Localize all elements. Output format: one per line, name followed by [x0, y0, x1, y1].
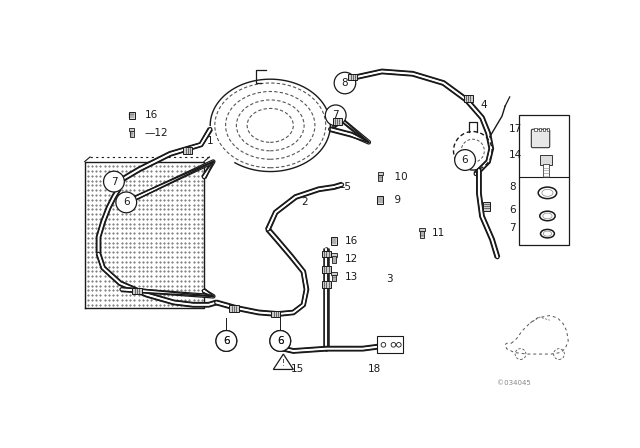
FancyBboxPatch shape: [420, 231, 424, 237]
FancyBboxPatch shape: [322, 250, 331, 257]
FancyBboxPatch shape: [378, 336, 403, 353]
FancyBboxPatch shape: [332, 254, 337, 257]
Text: 8: 8: [342, 78, 348, 88]
Text: ©034045: ©034045: [497, 380, 531, 386]
Text: 12: 12: [345, 254, 358, 263]
Text: 6: 6: [509, 205, 516, 215]
Text: 16: 16: [345, 236, 358, 246]
Bar: [534, 128, 537, 131]
Ellipse shape: [543, 231, 552, 236]
Text: 15: 15: [291, 365, 304, 375]
Text: —12: —12: [145, 128, 168, 138]
FancyBboxPatch shape: [230, 305, 239, 312]
Bar: [539, 128, 541, 131]
Ellipse shape: [541, 229, 554, 238]
Text: 18: 18: [368, 365, 381, 375]
Circle shape: [216, 331, 237, 351]
Bar: [519, 116, 569, 245]
Text: 4: 4: [481, 99, 487, 110]
FancyBboxPatch shape: [322, 281, 331, 288]
Circle shape: [270, 331, 291, 351]
FancyBboxPatch shape: [378, 172, 383, 175]
Bar: [543, 128, 545, 131]
FancyBboxPatch shape: [332, 256, 336, 263]
Text: 16: 16: [145, 110, 158, 121]
Text: 3: 3: [386, 274, 392, 284]
Circle shape: [270, 331, 291, 351]
Circle shape: [104, 171, 124, 192]
FancyBboxPatch shape: [540, 155, 552, 165]
Text: 6: 6: [277, 336, 284, 346]
Text: —5: —5: [334, 182, 351, 192]
Circle shape: [454, 150, 476, 170]
Bar: [543, 164, 549, 177]
Text: 6: 6: [223, 336, 230, 346]
Text: 6: 6: [277, 336, 284, 346]
Text: 6: 6: [461, 155, 468, 165]
FancyBboxPatch shape: [419, 228, 425, 231]
Text: 6: 6: [123, 198, 129, 207]
Circle shape: [216, 331, 237, 351]
FancyBboxPatch shape: [331, 237, 337, 245]
Polygon shape: [273, 354, 293, 370]
Circle shape: [116, 192, 137, 213]
FancyBboxPatch shape: [333, 118, 342, 125]
Text: 11: 11: [432, 228, 445, 238]
Ellipse shape: [540, 211, 555, 221]
FancyBboxPatch shape: [332, 272, 337, 275]
Ellipse shape: [538, 187, 557, 198]
Circle shape: [334, 72, 356, 94]
FancyBboxPatch shape: [129, 112, 135, 119]
Text: 7: 7: [111, 177, 117, 186]
Bar: [547, 128, 549, 131]
FancyBboxPatch shape: [378, 175, 382, 181]
FancyBboxPatch shape: [378, 196, 383, 204]
Circle shape: [325, 105, 346, 126]
FancyBboxPatch shape: [322, 266, 331, 273]
FancyBboxPatch shape: [129, 128, 134, 131]
FancyBboxPatch shape: [483, 202, 490, 211]
FancyBboxPatch shape: [348, 73, 357, 80]
Text: !: !: [282, 359, 285, 368]
Text: 2: 2: [301, 198, 308, 207]
Text: 8: 8: [509, 182, 516, 192]
Ellipse shape: [543, 213, 552, 219]
Text: 7: 7: [332, 110, 339, 121]
Text: 7: 7: [509, 223, 516, 233]
FancyBboxPatch shape: [271, 310, 280, 317]
FancyBboxPatch shape: [132, 288, 141, 294]
Text: 13: 13: [345, 272, 358, 282]
Text: 10: 10: [388, 172, 408, 182]
FancyBboxPatch shape: [183, 147, 193, 154]
Ellipse shape: [542, 190, 553, 196]
FancyBboxPatch shape: [463, 95, 473, 102]
FancyBboxPatch shape: [130, 131, 134, 138]
Text: 14: 14: [509, 151, 522, 160]
Text: 1: 1: [206, 136, 213, 146]
FancyBboxPatch shape: [332, 275, 336, 281]
FancyBboxPatch shape: [531, 129, 550, 148]
Text: 9: 9: [388, 195, 401, 205]
Text: 6: 6: [223, 336, 230, 346]
Text: 17: 17: [509, 124, 522, 134]
